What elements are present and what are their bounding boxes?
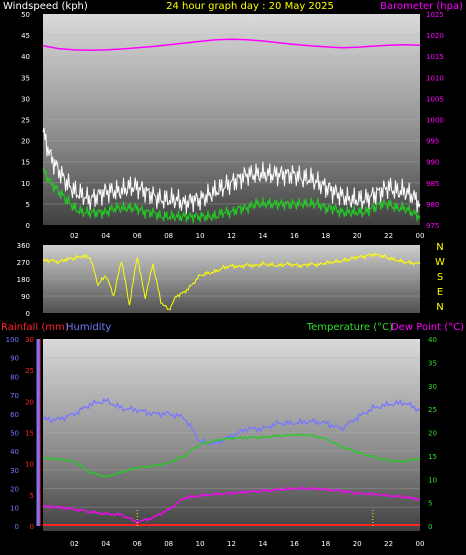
- temperature-line: [42, 432, 421, 479]
- temperature-axis-tick: 20: [428, 430, 437, 438]
- direction-line: [42, 252, 421, 311]
- wind-axis-tick: 50: [21, 11, 30, 19]
- rain-axis-tick: 20: [25, 398, 34, 406]
- humidity-axis-tick: 90: [10, 355, 19, 363]
- windspeed-label: Windspeed (kph): [3, 1, 88, 12]
- rain-axis-tick: 10: [25, 461, 34, 469]
- temperature-axis-tick: 35: [428, 359, 437, 367]
- humidity-axis-tick: 20: [10, 486, 19, 494]
- wind-axis-tick: 40: [21, 53, 30, 61]
- temp-x-tick-label: 20: [353, 540, 362, 548]
- wind-axis-tick: 15: [21, 159, 30, 167]
- barometer-axis-tick: 980: [426, 201, 439, 209]
- humidity-axis-tick: 10: [10, 504, 19, 512]
- temp-x-tick-label: 06: [133, 540, 142, 548]
- humidity-axis-tick: 50: [10, 430, 19, 438]
- temperature-axis-tick: 0: [428, 523, 432, 531]
- rain-axis-tick: 5: [30, 492, 34, 500]
- temp-x-tick-label: 00: [416, 540, 425, 548]
- barometer-axis-tick: 990: [426, 159, 439, 167]
- barometer-axis-tick: 1010: [426, 74, 444, 82]
- temp-x-tick-label: 10: [196, 540, 205, 548]
- barometer-axis-tick: 995: [426, 138, 439, 146]
- temperature-axis-tick: 10: [428, 476, 437, 484]
- wind-axis-tick: 30: [21, 95, 30, 103]
- wind-x-tick-label: 14: [258, 232, 267, 240]
- rain-axis-tick: 25: [25, 367, 34, 375]
- windspeed-line: [42, 165, 421, 224]
- direction-axis-tick: 180: [17, 276, 30, 284]
- humidity-axis-tick: 60: [10, 411, 19, 419]
- temp-x-tick-label: 04: [101, 540, 110, 548]
- barometer-axis-tick: 1000: [426, 117, 444, 125]
- compass-label: E: [437, 287, 443, 298]
- dewpoint-label: Dew Point (°C): [391, 322, 464, 333]
- barometer-axis-tick: 1020: [426, 32, 444, 40]
- humidity-axis-tick: 70: [10, 392, 19, 400]
- wind-axis-tick: 35: [21, 74, 30, 82]
- compass-label: S: [437, 272, 443, 283]
- compass-label: W: [435, 257, 445, 268]
- temp-x-tick-label: 14: [258, 540, 267, 548]
- rain-axis-tick: 30: [25, 336, 34, 344]
- wind-axis-tick: 25: [21, 117, 30, 125]
- temperature-axis-tick: 40: [428, 336, 437, 344]
- rain-axis-tick: 0: [30, 523, 34, 531]
- humidity-axis-tick: 100: [6, 336, 19, 344]
- humidity-line: [42, 397, 421, 446]
- temp-x-tick-label: 18: [321, 540, 330, 548]
- barometer-axis-tick: 1015: [426, 53, 444, 61]
- humidity-label: Humidity: [66, 322, 111, 333]
- rain-axis-tick: 15: [25, 430, 34, 438]
- wind-axis-tick: 10: [21, 180, 30, 188]
- barometer-label: Barometer (hpa): [380, 1, 463, 12]
- rainfall-label: Rainfall (mm): [1, 322, 69, 333]
- direction-axis-tick: 270: [17, 259, 30, 267]
- wind-gust-line: [42, 127, 421, 215]
- humidity-axis-tick: 30: [10, 467, 19, 475]
- temp-x-tick-label: 02: [70, 540, 79, 548]
- wind-x-tick-label: 20: [353, 232, 362, 240]
- wind-x-tick-label: 22: [384, 232, 393, 240]
- wind-x-tick-label: 04: [101, 232, 110, 240]
- barometer-line: [42, 38, 421, 52]
- temp-x-tick-label: 16: [290, 540, 299, 548]
- barometer-axis-tick: 985: [426, 180, 439, 188]
- direction-axis-tick: 0: [26, 310, 30, 318]
- temp-x-tick-label: 12: [227, 540, 236, 548]
- wind-x-tick-label: 10: [196, 232, 205, 240]
- humidity-axis-tick: 80: [10, 373, 19, 381]
- direction-axis-tick: 90: [21, 293, 30, 301]
- wind-x-tick-label: 08: [164, 232, 173, 240]
- temperature-axis-tick: 5: [428, 500, 432, 508]
- wind-x-tick-label: 16: [290, 232, 299, 240]
- wind-x-tick-label: 06: [133, 232, 142, 240]
- temp-x-tick-label: 22: [384, 540, 393, 548]
- dewpoint-line: [42, 486, 421, 525]
- wind-axis-tick: 45: [21, 32, 30, 40]
- humidity-axis-tick: 40: [10, 448, 19, 456]
- wind-x-tick-label: 02: [70, 232, 79, 240]
- temperature-axis-tick: 15: [428, 453, 437, 461]
- barometer-axis-tick: 1025: [426, 11, 444, 19]
- temperature-axis-tick: 30: [428, 383, 437, 391]
- graph-title: 24 hour graph day : 20 May 2025: [166, 1, 334, 12]
- temp-x-tick-label: 08: [164, 540, 173, 548]
- wind-axis-tick: 0: [26, 222, 30, 230]
- humidity-axis-tick: 0: [15, 523, 19, 531]
- temperature-label: Temperature (°C): [306, 322, 393, 333]
- barometer-axis-tick: 975: [426, 222, 439, 230]
- barometer-axis-tick: 1005: [426, 95, 444, 103]
- compass-label: N: [436, 242, 443, 253]
- wind-axis-tick: 5: [26, 201, 30, 209]
- compass-label: N: [436, 302, 443, 313]
- wind-x-tick-label: 00: [416, 232, 425, 240]
- wind-x-tick-label: 12: [227, 232, 236, 240]
- wind-axis-tick: 20: [21, 138, 30, 146]
- direction-plot-area: [43, 245, 420, 313]
- wind-x-tick-label: 18: [321, 232, 330, 240]
- direction-axis-tick: 360: [17, 242, 30, 250]
- temperature-axis-tick: 25: [428, 406, 437, 414]
